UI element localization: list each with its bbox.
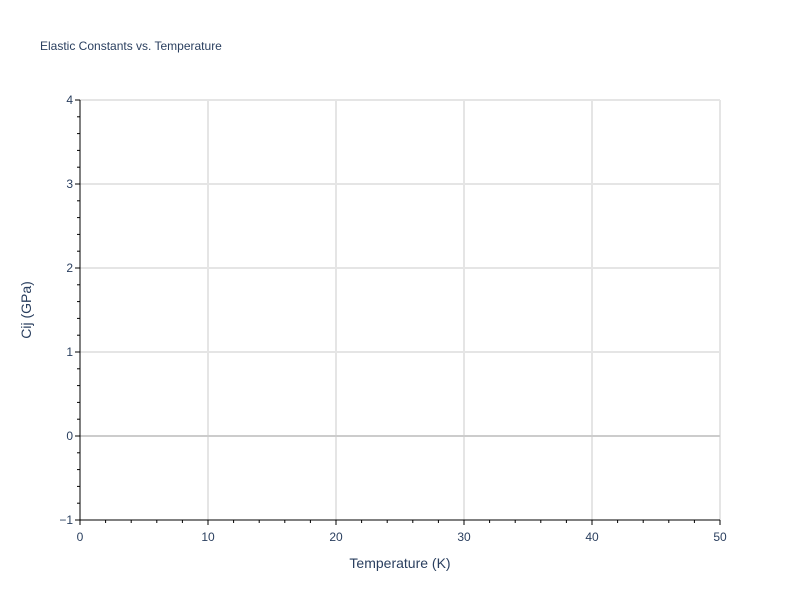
x-tick-label: 40 — [585, 530, 599, 544]
y-tick-label: 1 — [66, 345, 73, 359]
x-tick-label: 20 — [329, 530, 343, 544]
chart-title: Elastic Constants vs. Temperature — [40, 39, 222, 53]
y-tick-label: 2 — [66, 261, 73, 275]
tick-labels: 0 10 20 30 40 50 −1 0 1 2 3 4 — [59, 93, 727, 544]
x-tick-label: 10 — [201, 530, 215, 544]
axes — [75, 99, 721, 525]
grid — [80, 99, 721, 520]
x-tick-label: 50 — [713, 530, 727, 544]
x-tick-label: 30 — [457, 530, 471, 544]
x-tick-label: 0 — [77, 530, 84, 544]
x-axis-label: Temperature (K) — [349, 555, 450, 571]
y-tick-label: −1 — [59, 513, 73, 527]
y-axis-label: Cij (GPa) — [18, 281, 34, 339]
y-tick-label: 3 — [66, 177, 73, 191]
y-tick-label: 4 — [66, 93, 73, 107]
y-tick-label: 0 — [66, 429, 73, 443]
